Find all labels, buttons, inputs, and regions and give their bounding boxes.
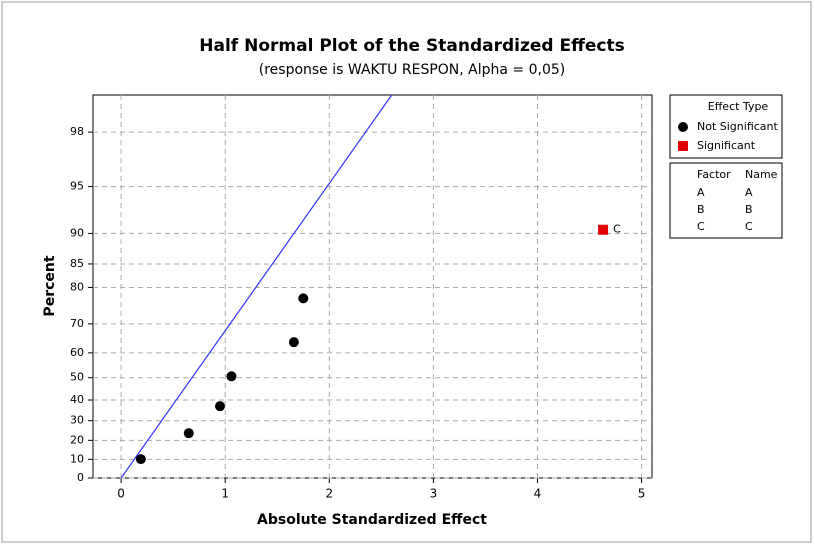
y-tick-label: 50 bbox=[70, 371, 84, 384]
factor-header: Name bbox=[745, 168, 778, 181]
y-tick-label: 60 bbox=[70, 346, 84, 359]
plot-area bbox=[92, 94, 653, 479]
point-label: C bbox=[613, 223, 621, 236]
y-tick-label: 70 bbox=[70, 317, 84, 330]
legend-label: Not Significant bbox=[697, 120, 779, 133]
y-tick-label: 95 bbox=[70, 180, 84, 193]
point bbox=[135, 454, 146, 465]
y-tick-label: 30 bbox=[70, 414, 84, 427]
y-tick-label: 85 bbox=[70, 257, 84, 270]
factor-cell: A bbox=[745, 186, 753, 199]
factor-cell: C bbox=[745, 220, 753, 233]
x-axis-label: Absolute Standardized Effect bbox=[257, 512, 487, 528]
x-tick-label: 5 bbox=[638, 487, 646, 501]
factor-cell: C bbox=[697, 220, 705, 233]
x-tick-label: 1 bbox=[221, 487, 229, 501]
point bbox=[678, 122, 688, 132]
factor-cell: A bbox=[697, 186, 705, 199]
point bbox=[598, 224, 609, 235]
y-tick-label: 80 bbox=[70, 280, 84, 293]
factor-cell: B bbox=[697, 203, 705, 216]
factor-cell: B bbox=[745, 203, 753, 216]
x-tick-label: 4 bbox=[534, 487, 542, 501]
y-axis-label: Percent bbox=[42, 255, 58, 316]
x-tick-label: 2 bbox=[325, 487, 333, 501]
y-tick-label: 90 bbox=[70, 226, 84, 239]
point bbox=[214, 401, 225, 412]
y-tick-label: 98 bbox=[70, 125, 84, 138]
factor-box bbox=[669, 162, 783, 239]
factor-header: Factor bbox=[697, 168, 731, 181]
point bbox=[288, 337, 299, 348]
point bbox=[183, 428, 194, 439]
point bbox=[226, 371, 237, 382]
x-tick-label: 3 bbox=[430, 487, 438, 501]
point bbox=[298, 293, 309, 304]
x-tick-label: 0 bbox=[117, 487, 125, 501]
chart-title: Half Normal Plot of the Standardized Eff… bbox=[199, 36, 624, 56]
y-tick-label: 0 bbox=[77, 471, 84, 484]
point bbox=[678, 141, 688, 151]
legend-title: Effect Type bbox=[708, 100, 769, 113]
legend-box bbox=[669, 94, 783, 159]
y-tick-label: 20 bbox=[70, 433, 84, 446]
legend-label: Significant bbox=[697, 139, 756, 152]
y-tick-label: 40 bbox=[70, 393, 84, 406]
fit-line bbox=[120, 95, 393, 478]
chart-subtitle: (response is WAKTU RESPON, Alpha = 0,05) bbox=[259, 62, 566, 78]
y-tick-label: 10 bbox=[70, 452, 84, 465]
